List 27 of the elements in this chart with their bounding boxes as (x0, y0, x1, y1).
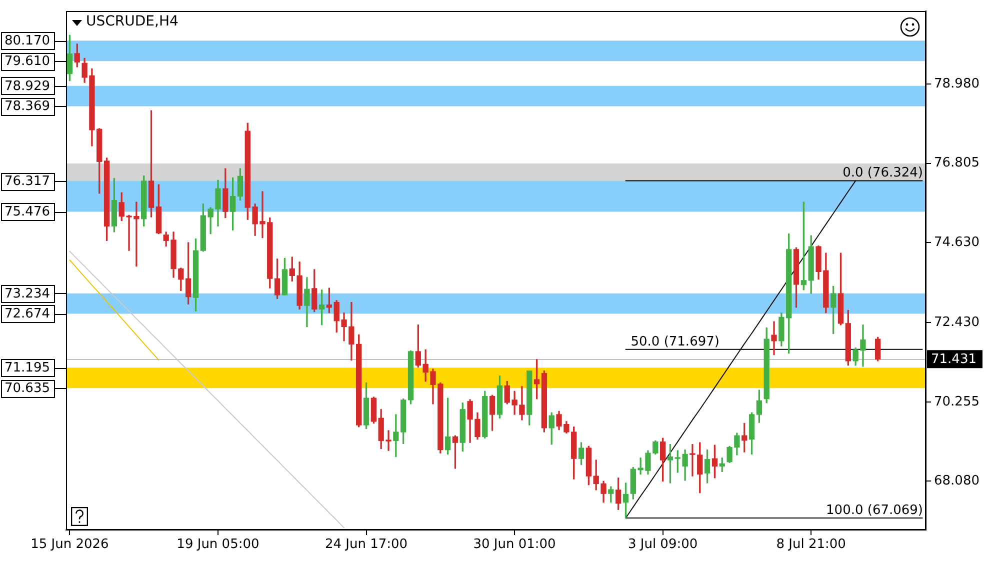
ref-line-label: 72.674 (4, 306, 50, 322)
x-tick-label: 3 Jul 09:00 (628, 537, 698, 552)
x-tick-label: 24 Jun 17:00 (324, 537, 408, 552)
ref-line-label: 75.476 (4, 204, 50, 220)
x-tick-label: 15 Jun 2026 (30, 537, 109, 552)
ref-line-label: 70.635 (4, 380, 50, 396)
ref-line-label: 78.929 (4, 78, 50, 94)
ref-line-label: 80.170 (4, 34, 50, 49)
x-tick-label: 19 Jun 05:00 (176, 537, 260, 552)
ref-line-label: 71.431 (931, 352, 976, 367)
y-tick-label: 70.255 (934, 394, 980, 410)
ref-line-label: 79.610 (4, 54, 50, 69)
ref-line-label: 73.234 (4, 286, 50, 302)
y-tick-label: 78.980 (934, 76, 980, 92)
series-label: 50.0 (71.697) (630, 334, 720, 350)
y-tick-label: 74.630 (934, 234, 980, 250)
y-tick-label: 68.080 (934, 474, 980, 489)
x-tick-label: 8 Jul 21:00 (776, 537, 846, 552)
series-label: 100.0 (67.069) (826, 502, 924, 518)
ref-line-label: 71.195 (4, 360, 50, 376)
y-tick-label: 72.430 (934, 315, 980, 330)
x-tick-label: 30 Jun 01:00 (473, 537, 556, 552)
ref-line-label: 76.317 (4, 174, 50, 189)
legend-label: 0.0 (76.324) (842, 166, 923, 181)
y-tick-label: 76.805 (934, 156, 980, 171)
chart-title: USCRUDE,H4 (86, 13, 178, 30)
ref-line-label: 78.369 (4, 99, 50, 114)
